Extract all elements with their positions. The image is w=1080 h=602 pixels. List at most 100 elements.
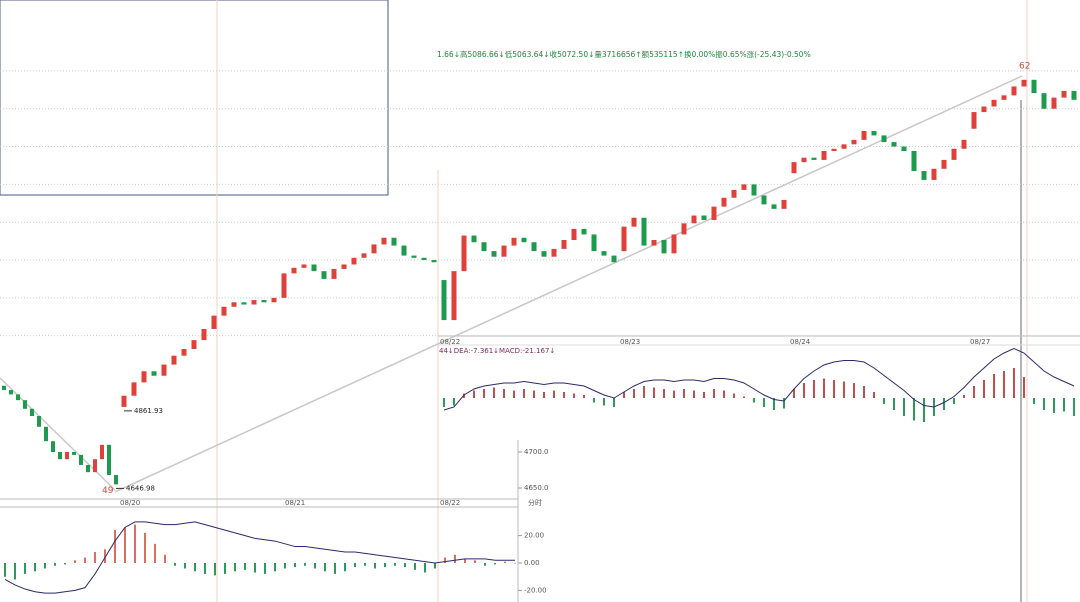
candle — [791, 162, 797, 174]
macd-bar — [34, 563, 36, 572]
candle — [521, 237, 527, 243]
candle — [51, 441, 55, 452]
candle — [1031, 79, 1037, 94]
macd-bar — [24, 563, 26, 574]
macd-bar — [454, 554, 456, 563]
macd-bar — [673, 390, 675, 398]
candle — [681, 223, 687, 235]
macd-bar — [514, 563, 516, 564]
overlay-box — [0, 0, 389, 196]
y-tick-label: 4650.0 — [524, 484, 549, 492]
candle — [311, 264, 317, 272]
macd-bar — [1033, 398, 1035, 404]
y-tick-label: -20.00 — [524, 586, 547, 594]
candle — [30, 408, 34, 416]
macd-bar — [164, 554, 166, 563]
macd-bar — [493, 387, 495, 398]
candle — [771, 204, 777, 209]
candle — [721, 197, 727, 207]
trend-line — [114, 75, 1023, 493]
candle — [271, 297, 277, 303]
candle — [351, 257, 357, 265]
candle — [1071, 90, 1077, 100]
macd-bar — [453, 398, 455, 406]
macd-bar — [993, 374, 995, 398]
macd-bar — [354, 563, 356, 568]
candle — [131, 382, 137, 396]
macd-bar — [204, 563, 206, 574]
candle — [981, 106, 987, 113]
x-tick-label: 08/20 — [120, 499, 140, 507]
candle — [841, 144, 847, 149]
candle — [731, 189, 737, 198]
candle — [9, 390, 13, 395]
macd-bar — [893, 398, 895, 410]
candle — [181, 349, 187, 356]
macd-bar — [513, 390, 515, 398]
macd-bar — [84, 557, 86, 563]
candle — [451, 271, 457, 321]
macd-bar — [274, 563, 276, 572]
candle — [331, 268, 337, 279]
macd-bar — [254, 563, 256, 573]
candle — [571, 228, 577, 240]
candle — [161, 364, 167, 376]
macd-bar — [683, 389, 685, 398]
macd-bar — [344, 563, 346, 572]
macd-bar — [973, 386, 975, 398]
macd-bar — [364, 563, 366, 566]
macd-bar — [953, 398, 955, 404]
candle — [281, 273, 287, 298]
macd-bar — [1023, 377, 1025, 398]
macd-bar — [244, 563, 246, 570]
candle — [37, 416, 41, 427]
candle — [901, 146, 907, 151]
candle — [72, 452, 76, 455]
macd-bar — [573, 393, 575, 398]
candle — [121, 395, 127, 407]
candle — [611, 255, 617, 263]
candle — [221, 306, 227, 316]
candle — [441, 280, 447, 321]
candle — [107, 444, 111, 476]
macd-bar — [194, 563, 196, 572]
macd-bar — [853, 383, 855, 398]
candle — [601, 251, 607, 256]
candle — [991, 99, 997, 107]
macd-bar — [394, 563, 396, 566]
macd-bar — [703, 392, 705, 398]
candle — [231, 302, 237, 307]
macd-bar — [833, 380, 835, 398]
macd-bar — [114, 530, 116, 563]
candle — [321, 271, 327, 279]
macd-bar — [443, 398, 445, 407]
macd-bar — [983, 380, 985, 398]
macd-bar — [64, 563, 66, 565]
macd-bar — [154, 543, 156, 563]
macd-bar — [603, 398, 605, 406]
candle — [261, 300, 267, 303]
macd-bar — [483, 389, 485, 398]
macd-bar — [94, 552, 96, 563]
candle — [44, 426, 48, 442]
candle — [591, 234, 597, 252]
macd-bar — [1043, 398, 1045, 410]
macd-bar — [44, 563, 46, 569]
candle — [191, 340, 197, 350]
candle — [151, 371, 157, 376]
x-tick-label: 08/27 — [970, 338, 990, 346]
macd-bar — [943, 398, 945, 410]
candle — [741, 184, 747, 190]
x-tick-label: 08/21 — [285, 499, 305, 507]
candle — [501, 245, 507, 257]
candle — [621, 226, 627, 252]
macd-bar — [753, 398, 755, 403]
macd-bar — [424, 563, 426, 573]
macd-bar — [863, 386, 865, 398]
candle — [561, 240, 567, 249]
macd-bar — [14, 563, 16, 580]
candle — [891, 142, 897, 147]
macd-bar — [4, 563, 6, 577]
quote-header: 1.66↓高5086.66↓低5063.64↓收5072.50↓量3716656… — [437, 49, 811, 59]
candle — [811, 157, 817, 160]
